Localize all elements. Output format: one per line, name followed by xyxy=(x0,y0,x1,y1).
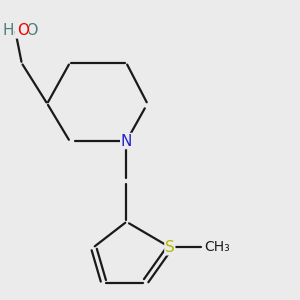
Text: S: S xyxy=(165,240,175,255)
Text: H: H xyxy=(2,23,14,38)
Text: HO: HO xyxy=(15,23,39,38)
Text: CH₃: CH₃ xyxy=(204,240,230,254)
Text: O: O xyxy=(17,23,29,38)
Text: N: N xyxy=(121,134,132,148)
